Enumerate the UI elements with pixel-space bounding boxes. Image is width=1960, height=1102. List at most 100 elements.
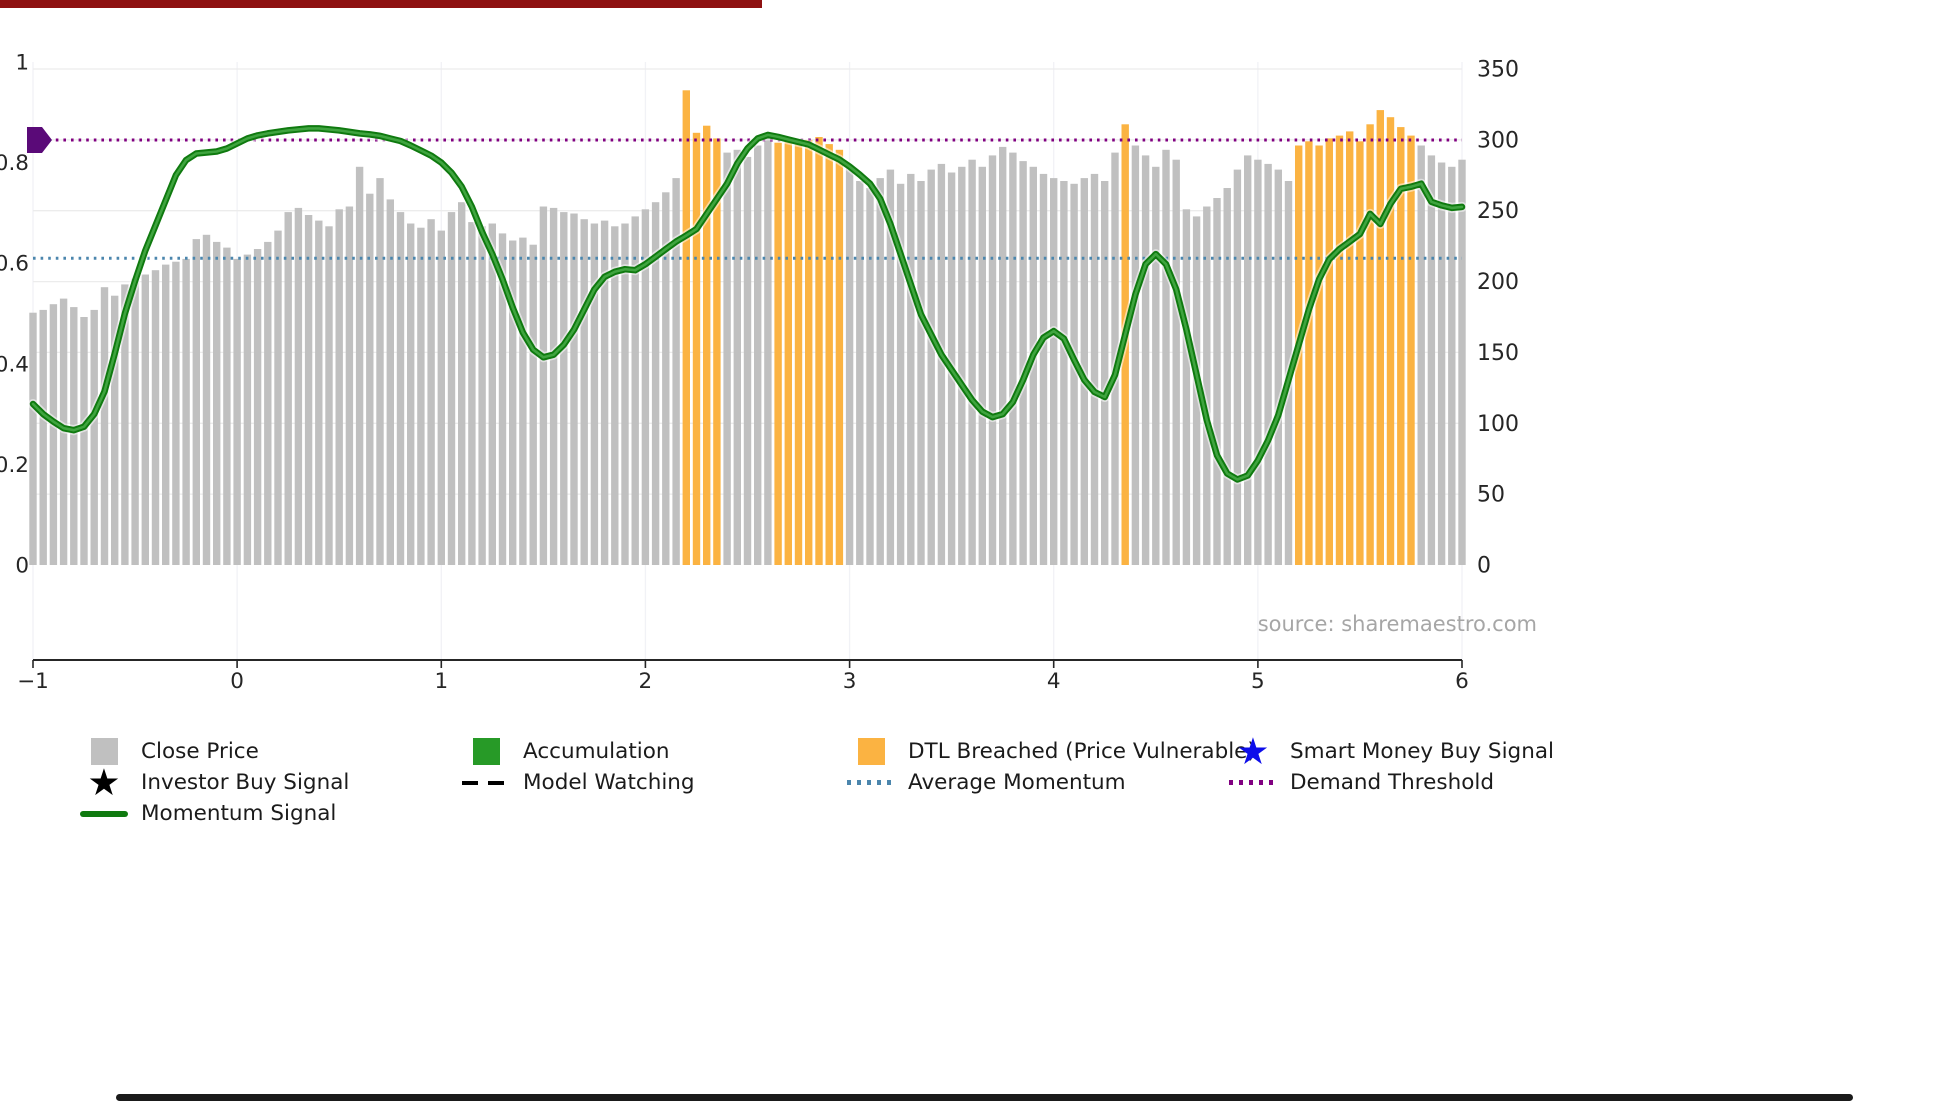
dtl-breached-bar [784, 138, 792, 565]
smart-money-buy-star-icon: ★ [1236, 730, 1270, 773]
dtl-breached-bar [1325, 138, 1333, 565]
dtl-breached-bar [794, 144, 803, 565]
right-axis-tick-label: 350 [1477, 58, 1519, 83]
close-price-bar [488, 223, 496, 565]
close-price-bar [641, 209, 650, 566]
x-axis-tick-label: 2 [639, 669, 653, 694]
close-price-bar [90, 309, 98, 565]
left-axis-tick-label: 0.4 [0, 352, 29, 377]
legend-item-close-price: Close Price [80, 736, 462, 767]
close-price-bar [733, 149, 741, 566]
close-price-bar [396, 212, 405, 565]
bottom-dark-strip [116, 1094, 1853, 1101]
close-price-bar [590, 223, 599, 565]
right-axis-tick-label: 50 [1477, 483, 1505, 508]
close-price-bar [611, 226, 619, 566]
x-axis-tick-label: −1 [17, 669, 49, 694]
dtl-breached-bar [805, 139, 813, 565]
close-price-bar [1070, 183, 1078, 566]
left-axis-tick-label: 0.8 [0, 151, 29, 176]
close-price-bar [1203, 206, 1211, 565]
close-price-bar [243, 254, 252, 565]
close-price-bar [1448, 166, 1456, 566]
close-price-bar [304, 215, 313, 565]
close-price-bar [315, 220, 323, 565]
close-price-bar [253, 249, 262, 565]
close-price-bar [672, 178, 680, 565]
close-price-bar [1090, 173, 1099, 565]
close-price-bar [1152, 166, 1160, 566]
dtl-breached-bar [815, 137, 823, 565]
close-price-bar [478, 226, 486, 566]
legend-label: Model Watching [523, 770, 695, 795]
close-price-bar [1050, 178, 1058, 565]
close-price-bar [907, 173, 915, 565]
dtl-breached-bar [825, 144, 833, 565]
price-momentum-chart: 0 0.2 0.4 0.6 0.8 1 0 50 100 150 200 250 300 350 −1 0 1 2… [0, 51, 1519, 695]
close-price-bar [447, 212, 456, 565]
close-price-bar [468, 222, 476, 565]
close-price-swatch [80, 738, 128, 765]
close-price-bar [264, 241, 272, 565]
close-price-bar [437, 230, 445, 565]
demand-threshold-marker-icon [27, 127, 52, 153]
close-price-bar [529, 244, 537, 565]
top-red-strip [0, 0, 762, 8]
dtl-breached-bar [713, 138, 721, 565]
close-price-bar [294, 207, 303, 565]
dtl-breached-bar [1346, 131, 1354, 565]
demand-threshold-dotted-icon [1229, 780, 1277, 785]
close-price-bar [580, 219, 588, 565]
close-price-bar [978, 166, 986, 566]
legend-label: Smart Money Buy Signal [1290, 739, 1554, 764]
legend-label: Demand Threshold [1290, 770, 1494, 795]
legend-label: Average Momentum [908, 770, 1126, 795]
close-price-bar [417, 227, 425, 565]
legend-item-average-momentum: Average Momentum [847, 767, 1229, 798]
close-price-bar [1458, 159, 1466, 565]
close-price-bar [764, 138, 772, 565]
close-price-bar [621, 223, 629, 565]
close-price-bar [968, 159, 976, 565]
close-price-bar [1131, 145, 1140, 565]
average-momentum-dotted-icon [847, 780, 895, 785]
close-price-bar [1060, 181, 1068, 565]
close-price-bar [651, 202, 660, 565]
legend-label: Accumulation [523, 739, 670, 764]
accumulation-swatch [462, 738, 510, 765]
close-price-bar [1274, 169, 1282, 565]
right-axis-tick-label: 0 [1477, 554, 1491, 579]
close-price-bar [845, 166, 854, 566]
close-price-bar [498, 233, 507, 565]
close-price-bar [386, 199, 394, 565]
legend-label: Momentum Signal [141, 801, 337, 826]
dtl-breached-bar [703, 125, 711, 565]
close-price-bar [539, 206, 548, 565]
dtl-breached-swatch [847, 738, 895, 765]
dtl-breached-bar [1305, 141, 1313, 566]
close-price-bar [866, 188, 874, 565]
close-price-bar [1101, 181, 1109, 565]
legend-item-dtl-breached-price-vulnerable: DTL Breached (Price Vulnerable) [847, 736, 1256, 767]
close-price-bar [570, 213, 578, 565]
close-price-bar [39, 309, 47, 565]
legend-item-demand-threshold: Demand Threshold [1229, 767, 1554, 798]
legend-item-model-watching: Model Watching [462, 767, 847, 798]
close-price-bar [162, 264, 170, 565]
close-price-bar [1264, 163, 1272, 565]
close-price-bar [631, 216, 639, 565]
close-price-bar [325, 226, 333, 566]
close-price-bar [600, 220, 609, 565]
close-price-bar [274, 230, 282, 565]
legend-item-accumulation: Accumulation [462, 736, 847, 767]
close-price-bar [223, 247, 231, 565]
dtl-breached-bar [1407, 135, 1415, 565]
close-price-bar [1427, 155, 1436, 565]
chart-legend: Close Price Accumulation DTL Breached (Pri… [80, 730, 1554, 829]
close-price-bar [182, 258, 190, 565]
right-axis-tick-label: 250 [1477, 199, 1519, 224]
close-price-bar [1213, 198, 1221, 565]
right-axis-tick-label: 300 [1477, 128, 1519, 153]
close-price-bar [560, 212, 568, 565]
close-price-bar [754, 145, 762, 565]
